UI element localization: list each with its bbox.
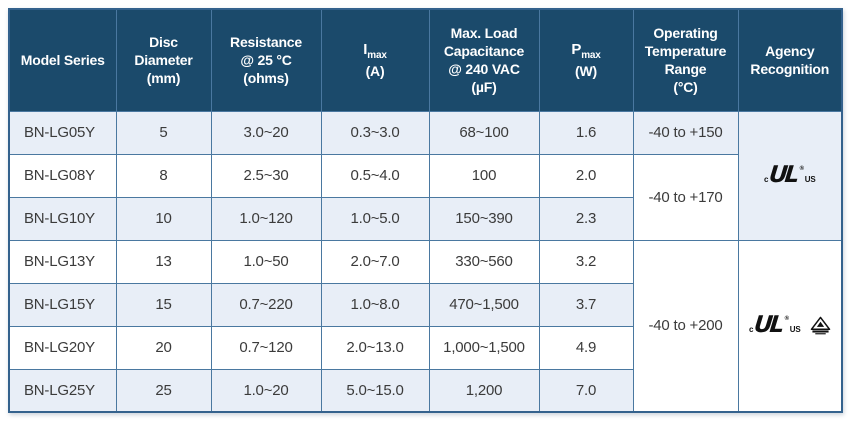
imax-cell: 2.0~7.0 <box>320 239 430 284</box>
resistance-cell: 0.7~120 <box>210 325 322 370</box>
pmax-cell: 3.2 <box>538 239 634 284</box>
capacitance-cell: 1,200 <box>428 368 540 413</box>
model-cell: BN-LG13Y <box>8 239 117 284</box>
col-header-label: Model Series <box>20 52 105 69</box>
resistance-cell: 3.0~20 <box>210 110 322 155</box>
imax-cell: 2.0~13.0 <box>320 325 430 370</box>
resistance-cell: 1.0~120 <box>210 196 322 241</box>
col-header-label: Operating Temperature Range (°C) <box>644 24 727 96</box>
diameter-cell: 13 <box>115 239 212 284</box>
diameter-cell: 10 <box>115 196 212 241</box>
capacitance-cell: 330~560 <box>428 239 540 284</box>
imax-cell: 0.5~4.0 <box>320 153 430 198</box>
col-header-max-load-capacitance: Max. Load Capacitance @ 240 VAC (µF) <box>428 8 540 112</box>
resistance-cell: 0.7~220 <box>210 282 322 327</box>
diameter-cell: 8 <box>115 153 212 198</box>
table-row: BN-LG10Y 10 1.0~120 1.0~5.0 150~390 2.3 <box>8 196 842 241</box>
temp-range-cell: -40 to +170 <box>632 153 739 241</box>
col-header-label: Max. Load Capacitance @ 240 VAC (µF) <box>443 24 525 96</box>
temp-range-cell: -40 to +200 <box>632 239 739 413</box>
spec-table: Model Series Disc Diameter (mm) Resistan… <box>8 8 843 413</box>
model-cell: BN-LG20Y <box>8 325 117 370</box>
pmax-cell: 7.0 <box>538 368 634 413</box>
capacitance-cell: 470~1,500 <box>428 282 540 327</box>
pmax-cell: 2.0 <box>538 153 634 198</box>
pmax-cell: 3.7 <box>538 282 634 327</box>
diameter-cell: 25 <box>115 368 212 413</box>
table-row: BN-LG13Y 13 1.0~50 2.0~7.0 330~560 3.2 -… <box>8 239 843 413</box>
capacitance-cell: 1,000~1,500 <box>428 325 540 370</box>
diameter-cell: 15 <box>115 282 212 327</box>
imax-symbol: Imax <box>363 41 387 62</box>
agency-cell: c UL ® US <box>737 239 843 413</box>
col-header-label: Agency Recognition <box>750 43 830 78</box>
imax-cell: 5.0~15.0 <box>320 368 430 413</box>
col-header-label: Disc Diameter (mm) <box>134 33 193 87</box>
pmax-cell: 1.6 <box>538 110 634 155</box>
col-header-model-series: Model Series <box>8 8 117 112</box>
capacitance-cell: 150~390 <box>428 196 540 241</box>
col-header-operating-temperature: Operating Temperature Range (°C) <box>632 8 739 112</box>
pmax-cell: 4.9 <box>538 325 634 370</box>
certification-triangle-icon <box>810 316 830 335</box>
col-header-resistance: Resistance @ 25 °C (ohms) <box>210 8 322 112</box>
table-row: BN-LG15Y 15 0.7~220 1.0~8.0 470~1,500 3.… <box>8 282 842 327</box>
capacitance-cell: 100 <box>428 153 540 198</box>
imax-cell: 0.3~3.0 <box>320 110 430 155</box>
col-header-label: Resistance @ 25 °C (ohms) <box>230 33 302 87</box>
col-header-disc-diameter: Disc Diameter (mm) <box>115 8 212 112</box>
table-row: BN-LG05Y 5 3.0~20 0.3~3.0 68~100 1.6 -40… <box>8 110 843 241</box>
imax-cell: 1.0~5.0 <box>320 196 430 241</box>
model-cell: BN-LG05Y <box>8 110 117 155</box>
pmax-cell: 2.3 <box>538 196 634 241</box>
pmax-unit: (W) <box>575 63 597 80</box>
col-header-agency-recognition: Agency Recognition <box>737 8 843 112</box>
cul-us-mark-icon: c UL ® US <box>763 162 816 188</box>
resistance-cell: 1.0~50 <box>210 239 322 284</box>
table-row: BN-LG20Y 20 0.7~120 2.0~13.0 1,000~1,500… <box>8 325 842 370</box>
table-row: BN-LG08Y 8 2.5~30 0.5~4.0 100 2.0 -40 to… <box>8 153 842 241</box>
model-cell: BN-LG10Y <box>8 196 117 241</box>
imax-unit: (A) <box>365 63 385 80</box>
col-header-pmax: Pmax (W) <box>538 8 634 112</box>
pmax-symbol: Pmax <box>571 41 601 62</box>
cul-us-mark-icon: c UL ® US <box>748 312 801 339</box>
model-cell: BN-LG15Y <box>8 282 117 327</box>
imax-cell: 1.0~8.0 <box>320 282 430 327</box>
col-header-imax: Imax (A) <box>320 8 430 112</box>
model-cell: BN-LG08Y <box>8 153 117 198</box>
diameter-cell: 20 <box>115 325 212 370</box>
diameter-cell: 5 <box>115 110 212 155</box>
capacitance-cell: 68~100 <box>428 110 540 155</box>
table-row: BN-LG25Y 25 1.0~20 5.0~15.0 1,200 7.0 <box>8 368 842 413</box>
resistance-cell: 1.0~20 <box>210 368 322 413</box>
resistance-cell: 2.5~30 <box>210 153 322 198</box>
datasheet-page: Model Series Disc Diameter (mm) Resistan… <box>8 8 843 413</box>
model-cell: BN-LG25Y <box>8 368 117 413</box>
agency-cell: c UL ® US <box>737 110 843 241</box>
temp-range-cell: -40 to +150 <box>632 110 739 155</box>
header-row: Model Series Disc Diameter (mm) Resistan… <box>8 8 843 112</box>
